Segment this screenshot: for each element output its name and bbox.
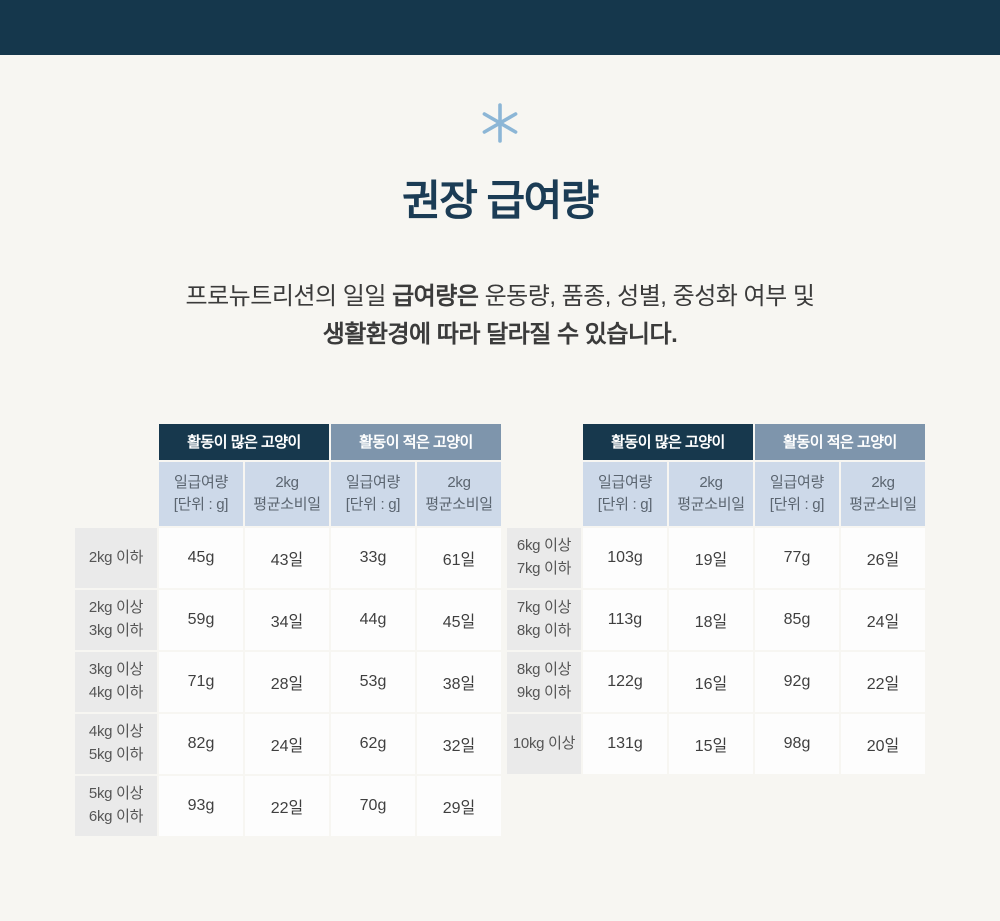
table-value: 45일: [417, 589, 501, 650]
feeding-tables: 활동이 많은 고양이 활동이 적은 고양이 일급여량 [단위 : g] 2kg …: [0, 423, 1000, 836]
column-header-daily-amount: 일급여량 [단위 : g]: [159, 461, 243, 526]
table-value: 103g: [583, 527, 667, 588]
column-header-daily-amount: 일급여량 [단위 : g]: [583, 461, 667, 526]
row-label: 10kg 이상: [507, 713, 581, 774]
corner-spacer: [75, 462, 157, 526]
table-value: 98g: [755, 713, 839, 774]
table-value: 22일: [245, 775, 329, 836]
decorative-asterisk-wrap: [0, 101, 1000, 145]
table-value: 28일: [245, 651, 329, 712]
corner-spacer: [75, 424, 157, 460]
table-value: 26일: [841, 527, 925, 588]
corner-spacer: [507, 424, 581, 460]
table-value: 38일: [417, 651, 501, 712]
column-header-avg-days: 2kg 평균소비일: [245, 461, 329, 526]
table-value: 32일: [417, 713, 501, 774]
table-value: 122g: [583, 651, 667, 712]
intro-line1-post: 운동량, 품종, 성별, 중성화 여부 및: [478, 283, 815, 310]
intro-line1-pre: 프로뉴트리션의 일일: [185, 283, 393, 310]
column-header-avg-days: 2kg 평균소비일: [669, 461, 753, 526]
feeding-table-small-cats: 활동이 많은 고양이 활동이 적은 고양이 일급여량 [단위 : g] 2kg …: [75, 423, 501, 836]
corner-spacer: [507, 462, 581, 526]
table-value: 22일: [841, 651, 925, 712]
group-header-active-cats: 활동이 많은 고양이: [159, 423, 329, 460]
page-title: 권장 급여량: [402, 177, 599, 224]
row-label: 4kg 이상 5kg 이하: [75, 713, 157, 774]
table-value: 44g: [331, 589, 415, 650]
table-value: 131g: [583, 713, 667, 774]
row-label: 2kg 이하: [75, 527, 157, 588]
row-label: 3kg 이상 4kg 이하: [75, 651, 157, 712]
table-value: 61일: [417, 527, 501, 588]
table-value: 15일: [669, 713, 753, 774]
column-header-avg-days: 2kg 평균소비일: [841, 461, 925, 526]
intro-line1: 프로뉴트리션의 일일 급여량은 운동량, 품종, 성별, 중성화 여부 및: [186, 283, 815, 310]
table-value: 85g: [755, 589, 839, 650]
table-value: 45g: [159, 527, 243, 588]
intro-line2: 생활환경에 따라 달라질 수 있습니다.: [322, 320, 678, 348]
top-navy-bar: [0, 0, 1000, 55]
row-label: 2kg 이상 3kg 이하: [75, 589, 157, 650]
table-value: 59g: [159, 589, 243, 650]
table-value: 113g: [583, 589, 667, 650]
row-label: 8kg 이상 9kg 이하: [507, 651, 581, 712]
table-value: 16일: [669, 651, 753, 712]
table-value: 77g: [755, 527, 839, 588]
table-value: 19일: [669, 527, 753, 588]
table-value: 24일: [245, 713, 329, 774]
table-value: 34일: [245, 589, 329, 650]
table-value: 82g: [159, 713, 243, 774]
row-label: 5kg 이상 6kg 이하: [75, 775, 157, 836]
asterisk-icon: [482, 103, 518, 143]
table-value: 71g: [159, 651, 243, 712]
table-value: 43일: [245, 527, 329, 588]
table-value: 93g: [159, 775, 243, 836]
table-value: 18일: [669, 589, 753, 650]
table-value: 70g: [331, 775, 415, 836]
table-value: 29일: [417, 775, 501, 836]
table-value: 92g: [755, 651, 839, 712]
row-label: 7kg 이상 8kg 이하: [507, 589, 581, 650]
column-header-daily-amount: 일급여량 [단위 : g]: [331, 461, 415, 526]
intro-line1-bold: 급여량은: [392, 283, 479, 310]
intro-section: 권장 급여량 프로뉴트리션의 일일 급여량은 운동량, 품종, 성별, 중성화 …: [0, 101, 1000, 354]
table-value: 24일: [841, 589, 925, 650]
table-value: 20일: [841, 713, 925, 774]
group-header-inactive-cats: 활동이 적은 고양이: [331, 423, 501, 460]
intro-text: 프로뉴트리션의 일일 급여량은 운동량, 품종, 성별, 중성화 여부 및 생활…: [0, 278, 1000, 354]
table-value: 62g: [331, 713, 415, 774]
group-header-active-cats: 활동이 많은 고양이: [583, 423, 753, 460]
group-header-inactive-cats: 활동이 적은 고양이: [755, 423, 925, 460]
column-header-daily-amount: 일급여량 [단위 : g]: [755, 461, 839, 526]
table-value: 53g: [331, 651, 415, 712]
table-value: 33g: [331, 527, 415, 588]
column-header-avg-days: 2kg 평균소비일: [417, 461, 501, 526]
feeding-table-large-cats: 활동이 많은 고양이 활동이 적은 고양이 일급여량 [단위 : g] 2kg …: [507, 423, 925, 774]
row-label: 6kg 이상 7kg 이하: [507, 527, 581, 588]
